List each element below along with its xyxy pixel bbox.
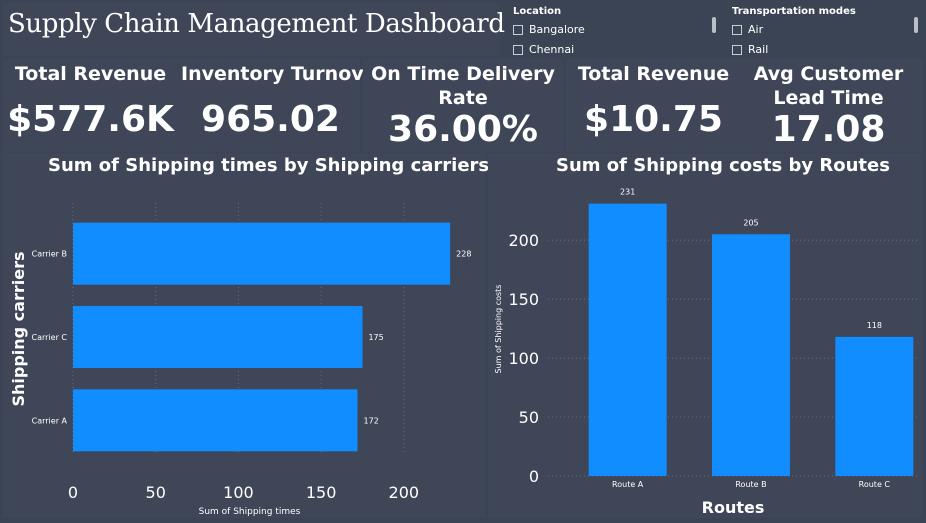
x-axis-title: Routes <box>702 498 765 517</box>
shipping-costs-chart: 0 50 100 150 200 231 Route A 205 Route B 118 Route… <box>494 188 918 517</box>
bar <box>835 336 914 476</box>
y-axis-title: Shipping carriers <box>9 251 28 406</box>
title-panel: Supply Chain Management Dashboard <box>3 3 505 56</box>
kpi-label-line2: Lead Time <box>773 87 884 109</box>
transport-slicer[interactable]: Transportation modes Air Rail <box>724 3 923 59</box>
checkbox-icon[interactable] <box>732 24 742 35</box>
y-tick-label: Carrier A <box>32 416 68 425</box>
kpi-panel-left: Total Revenue $577.6K Inventory Turnover… <box>3 59 386 152</box>
x-tick-label: Route A <box>612 480 644 489</box>
kpi-label-line1: Avg Customer <box>753 63 904 85</box>
shipping-times-chart-panel[interactable]: Sum of Shipping times by Shipping carrie… <box>3 153 489 518</box>
kpi-label-line2: Rate <box>438 87 488 109</box>
x-tick-label: 100 <box>223 483 254 502</box>
bar <box>73 306 363 368</box>
slicer-scrollbar[interactable] <box>712 17 716 33</box>
bar <box>712 234 790 476</box>
kpi-avg-lead-time: Avg Customer Lead Time 17.08 <box>736 62 921 150</box>
x-tick-label: 50 <box>146 483 166 502</box>
kpi-panel-right: Total Revenue $10.75 Avg Customer Lead T… <box>566 59 923 152</box>
kpi-total-revenue-2: Total Revenue $10.75 <box>566 62 741 140</box>
data-label: 118 <box>867 321 882 330</box>
checkbox-icon[interactable] <box>513 24 523 35</box>
location-slicer[interactable]: Location Bangalore Chennai <box>505 3 720 59</box>
slicer-option-chennai[interactable]: Chennai <box>513 43 574 56</box>
data-label: 205 <box>743 218 758 227</box>
location-slicer-header: Location <box>513 6 562 17</box>
x-tick-label: 150 <box>306 483 337 502</box>
data-label: 172 <box>364 416 379 425</box>
checkbox-icon[interactable] <box>732 44 742 55</box>
slicer-scrollbar[interactable] <box>914 17 918 33</box>
x-tick-label: Route B <box>735 480 766 489</box>
shipping-costs-chart-panel[interactable]: Sum of Shipping costs by Routes 0 50 100 15… <box>488 153 923 518</box>
kpi-value: 17.08 <box>771 109 886 150</box>
kpi-total-revenue: Total Revenue $577.6K <box>3 62 178 140</box>
shipping-times-chart: 0 50 100 150 200 Carrier B 228 Carrier C 175 Carr… <box>9 203 471 517</box>
chart-title: Sum of Shipping times by Shipping carrie… <box>48 155 490 176</box>
bar <box>588 203 667 477</box>
data-label: 175 <box>368 333 383 342</box>
y-tick-label: Carrier B <box>32 250 67 259</box>
kpi-value: $10.75 <box>584 99 723 140</box>
kpi-panel-middle: On Time Delivery Rate 36.00% <box>363 59 563 152</box>
y-tick-label: 50 <box>519 408 539 427</box>
kpi-value: 36.00% <box>388 109 538 150</box>
x-axis-title: Sum of Shipping times <box>199 507 301 517</box>
slicer-option-label: Bangalore <box>529 23 585 36</box>
bar <box>73 389 358 452</box>
slicer-option-air[interactable]: Air <box>732 23 763 36</box>
data-label: 228 <box>456 250 471 259</box>
slicer-option-label: Air <box>748 23 764 36</box>
kpi-label: Total Revenue <box>14 63 167 85</box>
checkbox-icon[interactable] <box>513 44 523 55</box>
kpi-label: Inventory Turnover <box>181 63 386 85</box>
y-tick-label: Carrier C <box>32 333 68 342</box>
kpi-on-time-delivery: On Time Delivery Rate 36.00% <box>363 62 563 150</box>
data-label: 231 <box>620 188 635 197</box>
chart-title: Sum of Shipping costs by Routes <box>556 155 890 176</box>
y-tick-label: 100 <box>508 349 539 368</box>
slicer-option-label: Chennai <box>529 43 575 56</box>
kpi-label-line1: On Time Delivery <box>371 63 555 85</box>
x-tick-label: Route C <box>859 480 891 489</box>
slicer-option-rail[interactable]: Rail <box>732 43 768 56</box>
transport-slicer-header: Transportation modes <box>732 6 856 17</box>
y-tick-label: 150 <box>508 290 539 309</box>
slicer-option-bangalore[interactable]: Bangalore <box>513 23 585 36</box>
y-axis-title: Sum of Shipping costs <box>494 285 503 374</box>
page-title: Supply Chain Management Dashboard <box>8 9 505 39</box>
y-tick-label: 200 <box>508 231 539 250</box>
kpi-inventory-turnover: Inventory Turnover 965.02 <box>181 62 386 140</box>
kpi-value: 965.02 <box>201 99 340 140</box>
x-tick-label: 200 <box>389 483 420 502</box>
slicer-option-label: Rail <box>748 43 769 56</box>
x-tick-label: 0 <box>68 483 78 502</box>
y-tick-label: 0 <box>529 467 539 486</box>
kpi-value: $577.6K <box>7 99 174 140</box>
kpi-label: Total Revenue <box>577 63 730 85</box>
bar <box>73 222 451 285</box>
